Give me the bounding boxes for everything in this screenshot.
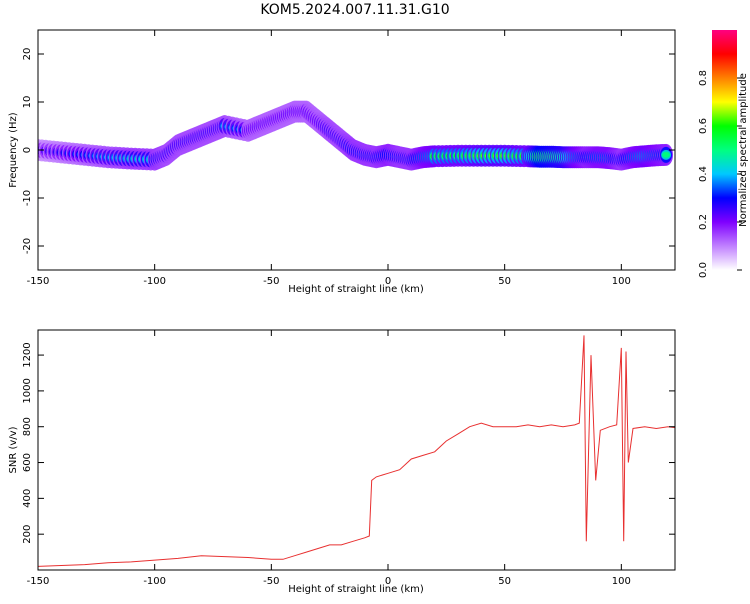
snr-ticks: -150 -100 -50 0 50 100 200 400 600 800 1000 1200 <box>22 330 675 587</box>
spectrogram-ytick-label: 10 <box>22 96 33 109</box>
figure-title: KOM5.2024.007.11.31.G10 <box>260 2 449 18</box>
spectrogram-xtick-label: 100 <box>612 276 631 287</box>
snr-xtick-label: 50 <box>498 576 511 587</box>
snr-ytick-label: 1000 <box>22 378 33 403</box>
colorbar: 0.0 0.2 0.4 0.6 0.8 Normalized spectral ampl… <box>698 30 749 278</box>
spectrogram-ytick-label: -10 <box>22 190 33 206</box>
spectrogram-xtick-label: 0 <box>385 276 391 287</box>
snr-plot-area <box>38 330 675 570</box>
colorbar-tick-label: 0.8 <box>698 70 709 86</box>
snr-ytick-label: 800 <box>22 417 33 436</box>
colorbar-ticks: 0.0 0.2 0.4 0.6 0.8 <box>698 70 742 278</box>
spectrogram-xlabel: Height of straight line (km) <box>288 284 424 295</box>
colorbar-gradient <box>712 30 737 270</box>
snr-xtick-label: 100 <box>612 576 631 587</box>
snr-xlabel: Height of straight line (km) <box>288 584 424 595</box>
colorbar-tick-label: 0.0 <box>698 262 709 278</box>
spectrogram-xtick-label: -100 <box>143 276 166 287</box>
snr-series-line <box>38 335 675 567</box>
snr-ytick-label: 1200 <box>22 342 33 367</box>
spectrogram-xtick-label: -50 <box>263 276 279 287</box>
spectrogram-xtick-label: -150 <box>27 276 50 287</box>
snr-ytick-label: 600 <box>22 453 33 472</box>
spectrogram-ylabel: Frequency (Hz) <box>8 112 19 188</box>
spectrogram-ytick-label: -20 <box>22 238 33 254</box>
colorbar-label: Normalized spectral amplitude <box>738 73 749 227</box>
snr-marks <box>38 335 675 567</box>
colorbar-tick-label: 0.4 <box>698 166 709 182</box>
snr-panel: -150 -100 -50 0 50 100 200 400 600 800 1000 1200 He… <box>8 329 676 595</box>
snr-xtick-label: -100 <box>143 576 166 587</box>
spectrogram-ytick-label: 20 <box>22 48 33 61</box>
snr-ytick-label: 400 <box>22 489 33 508</box>
snr-xtick-label: -150 <box>27 576 50 587</box>
snr-ylabel: SNR (v/v) <box>8 426 19 473</box>
spectrogram-xtick-label: 50 <box>498 276 511 287</box>
snr-ytick-label: 200 <box>22 525 33 544</box>
spectrogram-ridge-cell <box>662 151 671 158</box>
spectrogram-ytick-label: 0 <box>22 147 33 153</box>
snr-frame <box>37 329 676 571</box>
snr-xtick-label: 0 <box>385 576 391 587</box>
colorbar-tick-label: 0.6 <box>698 118 709 134</box>
spectrogram-marks <box>38 100 674 171</box>
colorbar-tick-label: 0.2 <box>698 214 709 230</box>
snr-xtick-label: -50 <box>263 576 279 587</box>
